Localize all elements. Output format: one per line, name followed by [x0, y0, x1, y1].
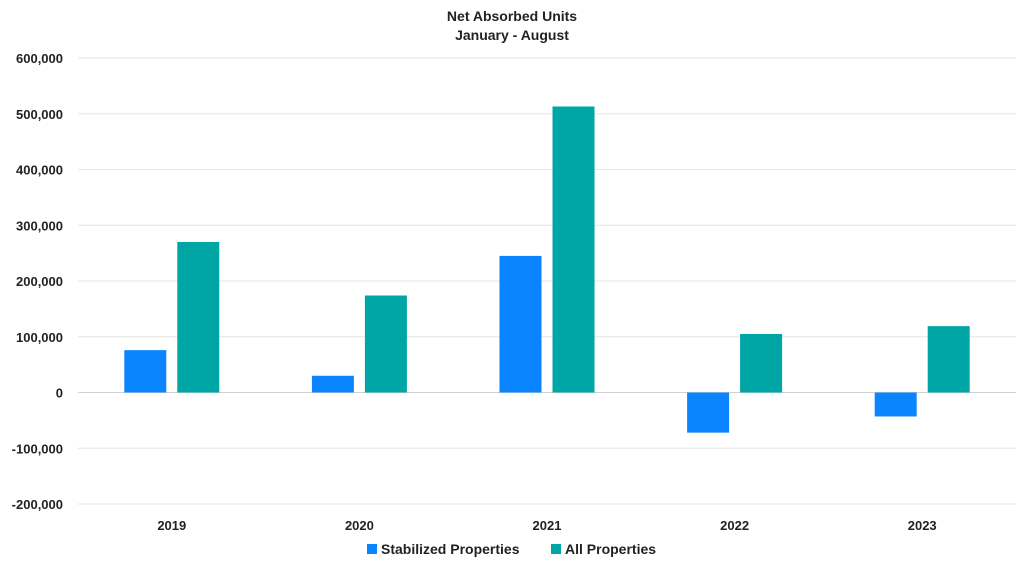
y-tick-label: 0 — [56, 386, 63, 401]
y-tick-label: 100,000 — [16, 330, 63, 345]
y-tick-label: 200,000 — [16, 274, 63, 289]
bar-stabilized-2021 — [499, 255, 542, 393]
legend-swatch-stabilized — [367, 544, 377, 554]
y-tick-label: 400,000 — [16, 163, 63, 178]
bar-stabilized-2022 — [687, 392, 730, 433]
bar-all-2023 — [927, 326, 970, 393]
x-tick-label: 2021 — [533, 518, 562, 533]
y-tick-label: -200,000 — [12, 497, 63, 512]
gridlines — [78, 57, 1016, 505]
bar-all-2019 — [177, 241, 220, 393]
y-axis: 600,000 500,000 400,000 300,000 200,000 100,0… — [12, 51, 63, 512]
chart-subtitle: January - August — [455, 27, 569, 43]
bar-stabilized-2023 — [874, 392, 917, 417]
x-tick-label: 2020 — [345, 518, 374, 533]
bars — [124, 106, 970, 433]
y-tick-label: -100,000 — [12, 441, 63, 456]
bar-stabilized-2019 — [124, 350, 167, 393]
bar-all-2021 — [552, 106, 595, 393]
x-tick-label: 2023 — [908, 518, 937, 533]
x-tick-label: 2022 — [720, 518, 749, 533]
legend: Stabilized Properties All Properties — [367, 541, 656, 557]
legend-label-all: All Properties — [565, 541, 656, 557]
x-axis: 2019 2020 2021 2022 2023 — [157, 518, 936, 533]
y-tick-label: 600,000 — [16, 51, 63, 66]
bar-all-2022 — [740, 333, 783, 393]
legend-swatch-all — [551, 544, 561, 554]
y-tick-label: 300,000 — [16, 218, 63, 233]
legend-label-stabilized: Stabilized Properties — [381, 541, 520, 557]
bar-all-2020 — [364, 295, 407, 393]
y-tick-label: 500,000 — [16, 107, 63, 122]
chart-title: Net Absorbed Units — [447, 8, 577, 24]
bar-stabilized-2020 — [311, 375, 354, 393]
x-tick-label: 2019 — [157, 518, 186, 533]
